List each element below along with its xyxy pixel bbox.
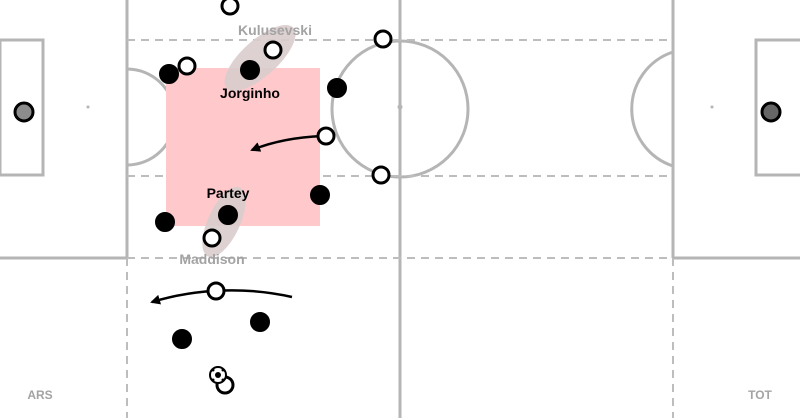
ars-goalkeeper xyxy=(15,103,33,121)
right-penalty-spot xyxy=(711,106,714,109)
tot-player xyxy=(222,0,238,14)
tot-player xyxy=(208,283,224,299)
soccer-ball-icon xyxy=(210,367,226,383)
player-label-maddison: Maddison xyxy=(179,251,244,267)
team-label-left: ARS xyxy=(27,388,52,402)
tot-player-kulusevski xyxy=(265,42,281,58)
tot-player-maddison xyxy=(204,230,220,246)
left-penalty-spot xyxy=(87,106,90,109)
ars-player xyxy=(311,186,329,204)
player-label-jorginho: Jorginho xyxy=(220,85,280,101)
player-label-kulusevski: Kulusevski xyxy=(238,22,312,38)
ars-player xyxy=(156,213,174,231)
center-spot xyxy=(398,105,403,110)
tot-goalkeeper xyxy=(762,103,780,121)
ars-player xyxy=(173,330,191,348)
ars-player-partey xyxy=(219,206,237,224)
tot-player xyxy=(373,167,389,183)
ars-player xyxy=(328,79,346,97)
ars-player-jorginho xyxy=(241,61,259,79)
player-label-partey: Partey xyxy=(207,185,250,201)
tot-player xyxy=(179,58,195,74)
team-label-right: TOT xyxy=(748,388,772,402)
ars-player xyxy=(160,65,178,83)
tot-player xyxy=(318,128,334,144)
tot-player xyxy=(375,31,391,47)
right-penalty-arc xyxy=(632,52,673,166)
ars-player xyxy=(251,313,269,331)
